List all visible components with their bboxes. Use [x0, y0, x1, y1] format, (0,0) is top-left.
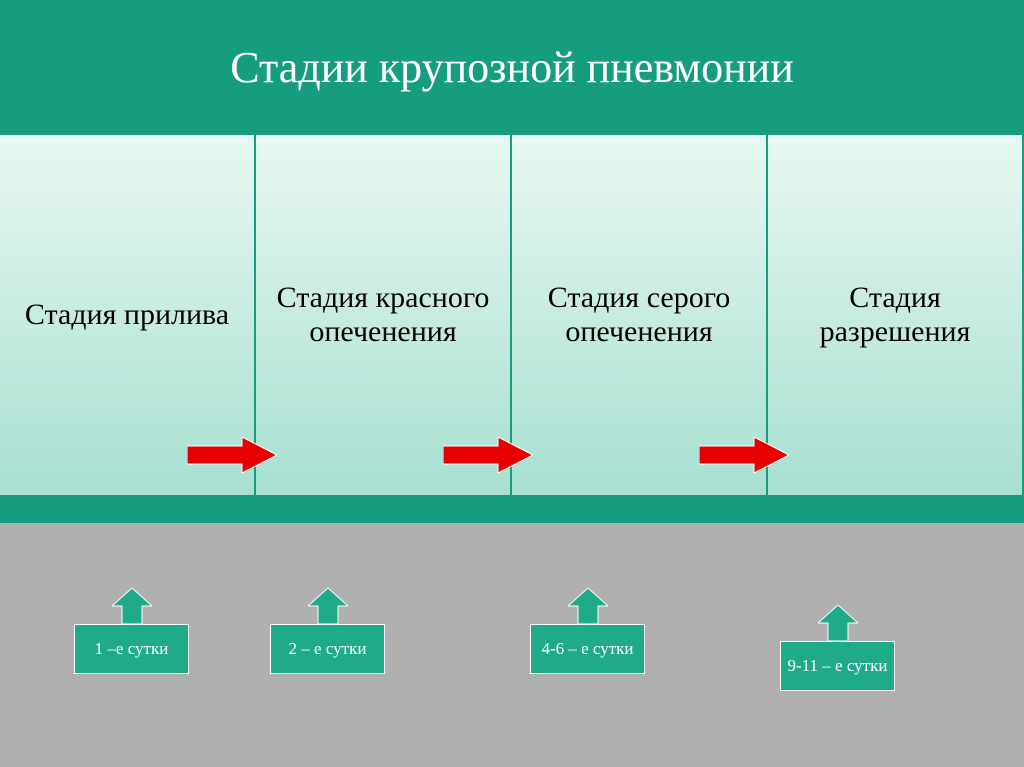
up-arrow-icon: [308, 588, 348, 624]
red-arrow-icon: [187, 437, 277, 473]
up-arrow-icon: [112, 588, 152, 624]
stage-label: Стадия разрешения: [778, 281, 1012, 349]
red-arrow-icon: [443, 437, 533, 473]
page-title: Стадии крупозной пневмонии: [230, 42, 794, 93]
day-marker: 9-11 – е сутки: [780, 605, 895, 691]
red-arrow-icon: [699, 437, 789, 473]
day-marker: 4-6 – е сутки: [530, 588, 645, 674]
red-arrows-layer: [0, 437, 1024, 477]
day-marker: 1 –е сутки: [74, 588, 189, 674]
day-marker: 2 – е сутки: [270, 588, 385, 674]
stages-row: Стадия прилива Стадия красного опеченени…: [0, 135, 1024, 495]
timeline-bottom: 1 –е сутки 2 – е сутки 4-6 – е сутки 9-1…: [0, 523, 1024, 767]
up-arrow-icon: [818, 605, 858, 641]
stage-label: Стадия прилива: [25, 298, 229, 332]
title-header: Стадии крупозной пневмонии: [0, 0, 1024, 135]
up-arrow-icon: [568, 588, 608, 624]
day-label: 9-11 – е сутки: [780, 641, 895, 691]
stage-label: Стадия красного опеченения: [266, 281, 500, 349]
stage-label: Стадия серого опеченения: [522, 281, 756, 349]
day-label: 1 –е сутки: [74, 624, 189, 674]
divider-bar: [0, 495, 1024, 523]
day-label: 2 – е сутки: [270, 624, 385, 674]
day-label: 4-6 – е сутки: [530, 624, 645, 674]
